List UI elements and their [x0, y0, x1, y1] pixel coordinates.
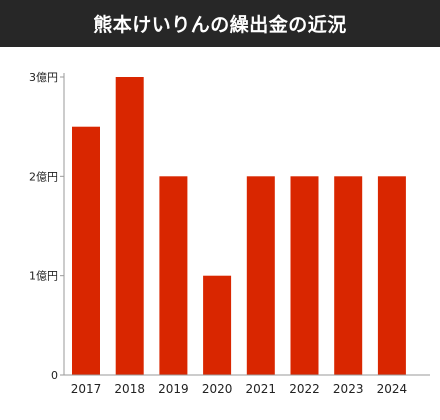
y-tick-label-1: 1億円	[29, 270, 58, 283]
bar-2019	[159, 176, 188, 375]
y-tick-label-2: 2億円	[29, 170, 58, 183]
bar-2017	[72, 126, 100, 375]
bar-2021	[246, 176, 275, 375]
x-tick-label-2018: 2018	[114, 382, 145, 396]
y-tick-label-0: 0	[51, 369, 58, 382]
chart-title: 熊本けいりんの繰出金の近況	[93, 14, 347, 36]
x-tick-label-2023: 2023	[333, 382, 364, 396]
x-tick-label-2019: 2019	[158, 382, 189, 396]
x-tick-label-2024: 2024	[377, 382, 408, 396]
bar-2018	[115, 77, 144, 375]
bar-2020	[203, 275, 232, 375]
x-tick-label-2022: 2022	[289, 382, 320, 396]
x-tick-label-2021: 2021	[246, 382, 277, 396]
bar-2022	[290, 176, 319, 375]
bar-2023	[334, 176, 363, 375]
chart-title-bar: 熊本けいりんの繰出金の近況	[0, 0, 440, 47]
x-tick-label-2020: 2020	[202, 382, 233, 396]
bar-2024	[377, 176, 406, 375]
y-tick-label-3: 3億円	[29, 71, 58, 84]
x-tick-label-2017: 2017	[71, 382, 102, 396]
